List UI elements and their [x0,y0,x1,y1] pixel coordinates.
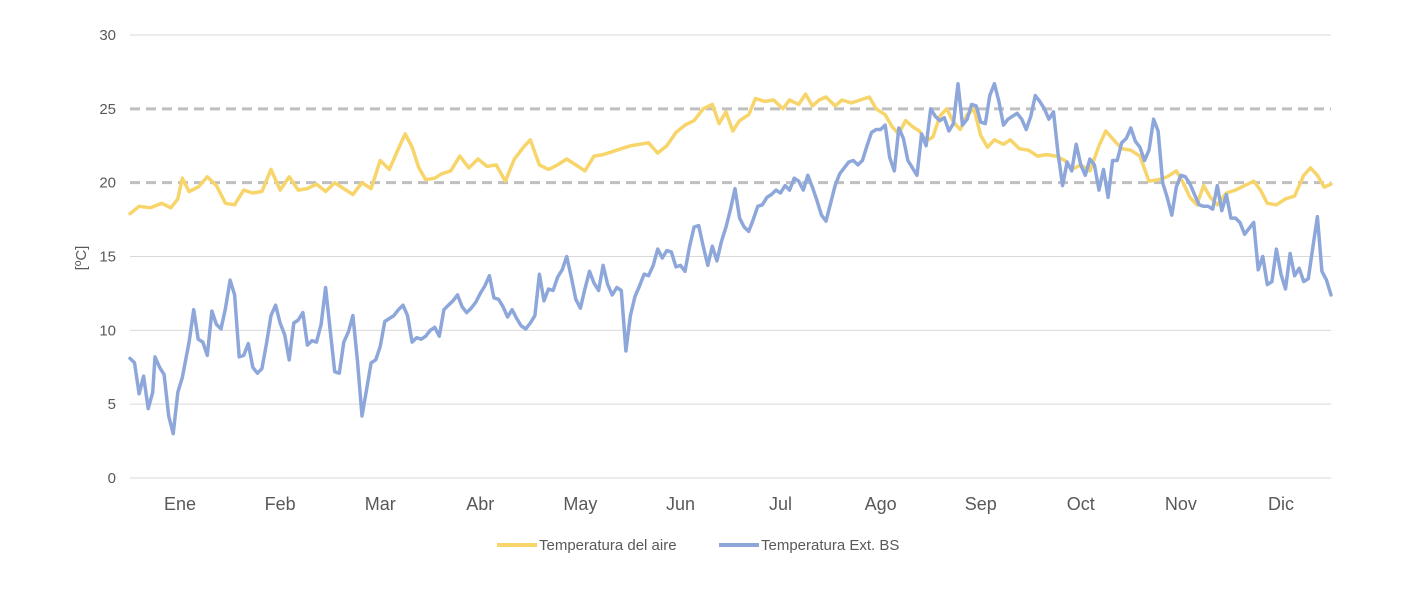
series-line-air [128,92,1333,216]
x-tick-label: Mar [365,494,396,514]
y-tick-labels: 0 5 10 15 20 25 30 [99,27,116,487]
legend-label-air: Temperatura del aire [539,537,677,554]
y-tick-label: 10 [99,322,116,339]
x-tick-label: Ene [164,494,196,514]
legend-label-ext: Temperatura Ext. BS [761,537,899,554]
x-tick-labels: Ene Feb Mar Abr May Jun Jul Ago Sep Oct Nov Dic [164,494,1294,514]
x-tick-label: Oct [1067,494,1095,514]
series-line-ext [128,81,1333,436]
x-tick-label: Sep [965,494,997,514]
y-axis-label: [ºC] [73,246,90,271]
gridlines [130,34,1331,479]
x-tick-label: Abr [466,494,494,514]
x-tick-label: Feb [265,494,296,514]
x-tick-label: May [563,494,597,514]
y-tick-label: 5 [108,396,116,413]
x-tick-label: Ago [865,494,897,514]
x-tick-label: Nov [1165,494,1197,514]
x-tick-label: Dic [1268,494,1294,514]
y-tick-label: 30 [99,27,116,44]
x-tick-label: Jun [666,494,695,514]
series-lines [128,81,1333,436]
y-tick-label: 20 [99,175,116,192]
y-tick-label: 15 [99,249,116,266]
y-tick-label: 25 [99,101,116,118]
y-tick-label: 0 [108,470,116,487]
x-tick-label: Jul [769,494,792,514]
legend: Temperatura del aire Temperatura Ext. BS [497,537,899,554]
